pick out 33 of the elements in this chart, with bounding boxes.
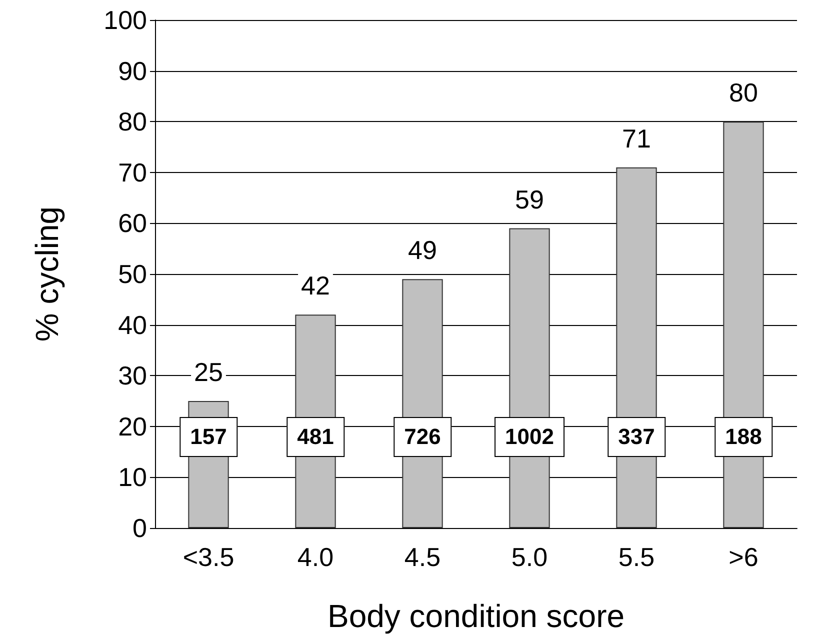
bar: [616, 167, 657, 528]
annotation: 188: [714, 416, 773, 457]
data-label: 71: [622, 123, 651, 154]
annotation: 157: [179, 416, 238, 457]
annotation: 337: [607, 416, 666, 457]
annotation: 481: [286, 416, 345, 457]
x-axis-title: Body condition score: [327, 598, 625, 634]
y-axis-title: % cycling: [29, 206, 65, 342]
data-label: 80: [729, 78, 758, 108]
y-tick-label: 80: [118, 106, 147, 137]
y-tick-label: 20: [118, 411, 147, 442]
y-tick-label: 60: [118, 208, 147, 238]
x-tick-label: 5.0: [511, 542, 548, 572]
y-tick-label: 0: [132, 513, 147, 543]
data-label: 49: [408, 235, 437, 266]
y-tick-label: 30: [118, 360, 147, 391]
x-tick-label: 4.0: [297, 542, 334, 572]
y-tick-label: 70: [118, 157, 147, 188]
x-tick-label: 5.5: [618, 542, 655, 572]
bar: [723, 122, 764, 528]
x-tick-label: <3.5: [182, 542, 234, 572]
x-tick-label: 4.5: [404, 542, 441, 572]
data-label: 25: [194, 357, 223, 387]
annotation: 1002: [494, 416, 565, 457]
y-tick-label: 40: [118, 310, 147, 340]
y-tick-label: 50: [118, 259, 147, 289]
data-label: 42: [301, 270, 330, 301]
y-tick-label: 90: [118, 56, 147, 86]
y-tick-label: 100: [104, 5, 147, 35]
y-tick-label: 10: [118, 462, 147, 492]
data-label: 59: [515, 184, 544, 214]
annotation: 726: [393, 416, 452, 457]
x-tick-label: >6: [728, 542, 758, 572]
